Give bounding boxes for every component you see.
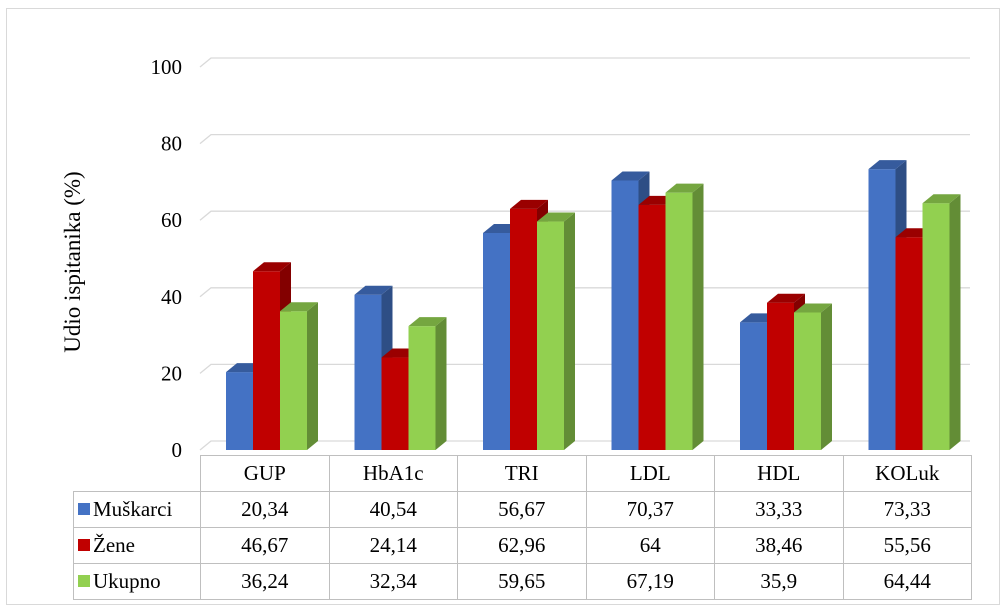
- series-name: Žene: [93, 533, 135, 557]
- series-name: Muškarci: [93, 497, 173, 521]
- y-axis-ticks: 0 20 40 60 80 100: [151, 55, 183, 462]
- table-header-row: GUP HbA1c TRI LDL HDL KOLuk: [74, 455, 972, 492]
- y-tick-label: 40: [161, 285, 182, 309]
- data-label: 62,96: [457, 527, 587, 564]
- y-axis-title: Udio ispitanika (%): [60, 171, 85, 352]
- data-label: 35,9: [714, 563, 844, 600]
- data-label: 46,67: [200, 527, 330, 564]
- bar: [280, 302, 318, 450]
- legend-swatch: [78, 503, 90, 516]
- data-label: 64: [585, 527, 715, 564]
- data-label: 33,33: [714, 491, 844, 528]
- data-label: 24,14: [328, 527, 458, 564]
- data-label: 73,33: [842, 491, 972, 528]
- y-tick-label: 80: [161, 132, 182, 156]
- data-label: 55,56: [842, 527, 972, 564]
- legend-entry: Ukupno: [73, 563, 201, 600]
- data-label: 70,37: [585, 491, 715, 528]
- y-tick-label: 60: [161, 208, 182, 232]
- table-row: Ukupno 36,24 32,34 59,65 67,19 35,9 64,44: [73, 563, 972, 600]
- gridline: [199, 440, 970, 451]
- table-row: Muškarci 20,34 40,54 56,67 70,37 33,33 73,33: [73, 491, 972, 528]
- table-row: Žene 46,67 24,14 62,96 64 38,46 55,56: [73, 527, 972, 564]
- gridline: [199, 133, 970, 145]
- bar: [922, 194, 961, 450]
- data-label: 20,34: [200, 491, 330, 528]
- bar: [408, 317, 447, 450]
- category-label: KOLuk: [842, 455, 972, 492]
- data-label: 67,19: [585, 563, 715, 600]
- category-label: LDL: [585, 455, 715, 492]
- data-label: 56,67: [457, 491, 587, 528]
- y-tick-label: 100: [151, 55, 183, 79]
- gridline: [199, 210, 970, 221]
- chart-frame: [6, 8, 1000, 605]
- legend-swatch: [78, 539, 90, 552]
- data-label: 59,65: [457, 563, 587, 600]
- category-label: GUP: [200, 455, 330, 492]
- data-table: GUP HbA1c TRI LDL HDL KOLuk Muškarci 20,34 40,54…: [73, 455, 972, 600]
- category-label: TRI: [457, 455, 587, 492]
- data-label: 64,44: [842, 563, 972, 600]
- bar: [537, 212, 575, 450]
- series-name: Ukupno: [93, 569, 161, 593]
- legend-entry: Muškarci: [73, 491, 201, 528]
- bar: [665, 183, 704, 450]
- gridline: [199, 287, 970, 298]
- y-tick-label: 0: [172, 438, 183, 462]
- data-label: 36,24: [200, 563, 330, 600]
- y-tick-label: 20: [161, 361, 182, 385]
- bars: [226, 160, 961, 450]
- category-label: HbA1c: [328, 455, 458, 492]
- legend-swatch: [78, 575, 90, 588]
- data-label: 40,54: [328, 491, 458, 528]
- gridlines: [199, 57, 970, 451]
- gridline: [199, 57, 970, 68]
- category-label: HDL: [714, 455, 844, 492]
- bar: [354, 285, 393, 450]
- data-label: 38,46: [714, 527, 844, 564]
- gridline: [199, 363, 970, 374]
- bar: [794, 303, 832, 450]
- data-label: 32,34: [328, 563, 458, 600]
- legend-entry: Žene: [73, 527, 201, 564]
